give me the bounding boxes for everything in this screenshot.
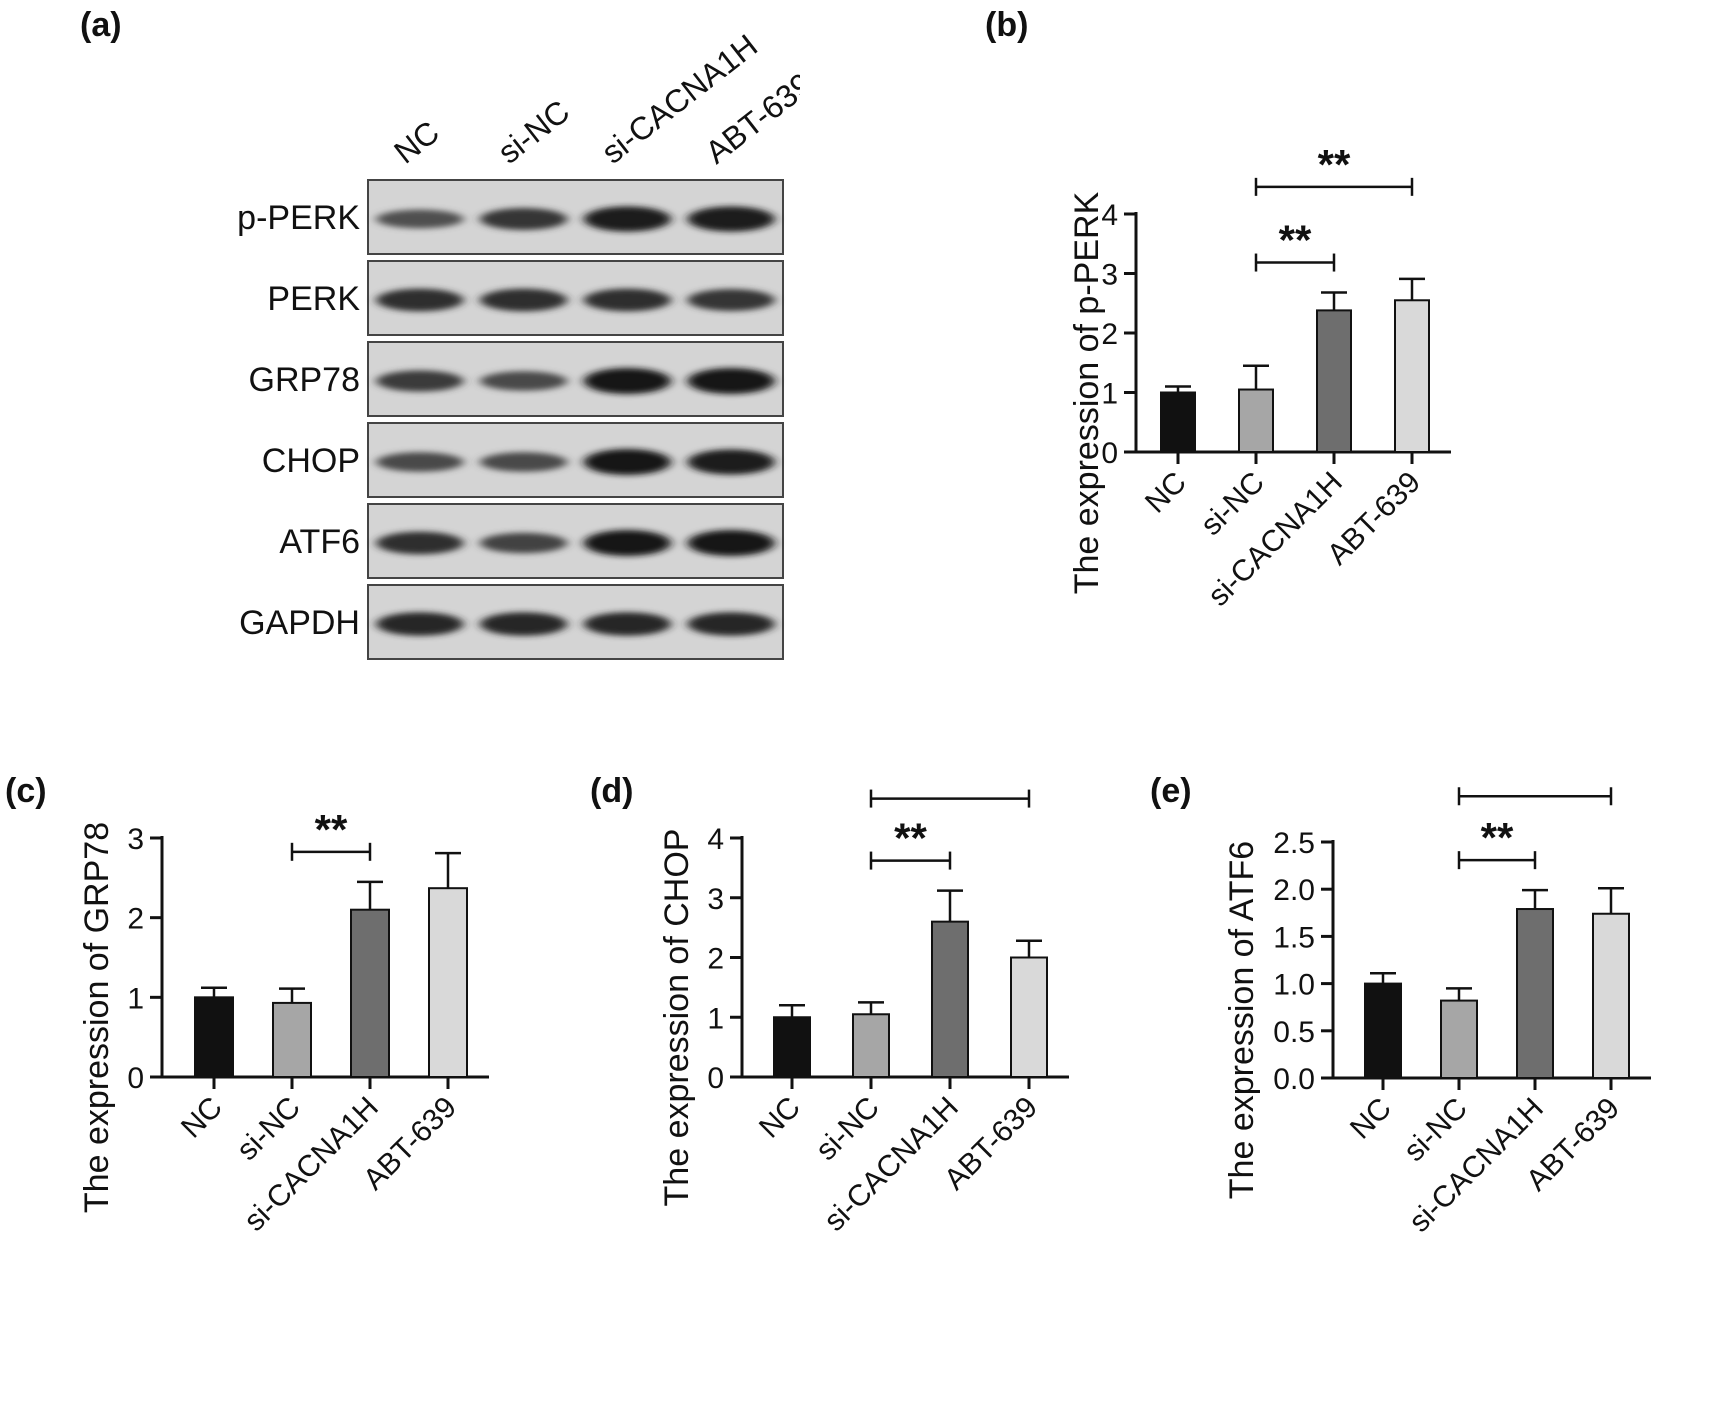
bar-si-cacna1h — [931, 920, 969, 1078]
x-tick-label: NC — [1344, 1092, 1398, 1146]
blot-band — [687, 530, 775, 556]
blot-band — [583, 530, 671, 556]
blot-band — [583, 288, 671, 312]
y-axis-label: The expression of CHOP — [658, 829, 696, 1207]
blot-row-label: PERK — [267, 280, 360, 318]
significance-label: ** — [1318, 150, 1351, 188]
bar-nc — [194, 996, 234, 1078]
blot-band — [376, 612, 464, 636]
panel-label-d: (d) — [590, 772, 634, 810]
y-axis-label: The expression of GRP78 — [78, 822, 116, 1213]
bar-nc — [1160, 391, 1196, 453]
significance-label: ** — [894, 815, 927, 862]
blot-band — [687, 206, 775, 232]
bar-si-cacna1h — [1316, 309, 1352, 453]
blot-row-label: CHOP — [262, 442, 360, 480]
significance-label: ** — [1279, 217, 1312, 264]
bar-si-nc — [852, 1013, 890, 1078]
blot-row-label: GAPDH — [239, 604, 360, 642]
blot-band — [480, 288, 568, 312]
x-tick-label: si-CACNA1H — [238, 1091, 385, 1238]
blot-band — [376, 370, 464, 392]
chart-atf6: The expression of ATF6 0.0 0.5 1.0 1.5 2.0 2.5… — [1223, 780, 1651, 1239]
y-tick-label: 1.5 — [1273, 921, 1315, 954]
blot-band — [687, 289, 775, 311]
significance-label: ** — [934, 780, 967, 800]
panel-label-b: (b) — [985, 6, 1029, 44]
blot-band — [376, 209, 464, 229]
western-blot: NC si-NC si-CACNA1HABT-639p-PERKPERKGRP78C… — [237, 27, 800, 660]
blot-band — [376, 531, 464, 555]
panel-label-c: (c) — [5, 772, 47, 810]
y-tick-label: 2 — [1101, 318, 1118, 351]
bar-si-nc — [272, 1001, 312, 1078]
significance-label: ** — [1481, 814, 1514, 861]
blot-band — [376, 452, 464, 472]
y-tick-label: 2.5 — [1273, 827, 1315, 860]
bar-si-nc — [1238, 388, 1274, 453]
y-tick-label: 0 — [1101, 437, 1118, 470]
panel-label-a: (a) — [80, 6, 122, 44]
y-tick-label: 4 — [1101, 199, 1118, 232]
bar-si-nc — [1440, 999, 1478, 1079]
y-tick-label: 3 — [707, 883, 724, 916]
blot-band — [687, 612, 775, 636]
y-tick-label: 2.0 — [1273, 874, 1315, 907]
bar-abt-639 — [1010, 956, 1048, 1078]
bar-si-cacna1h — [1516, 908, 1554, 1079]
y-tick-label: 0.5 — [1273, 1016, 1315, 1049]
y-tick-label: 1 — [707, 1002, 724, 1035]
bar-nc — [1364, 982, 1402, 1080]
y-tick-label: 0 — [127, 1062, 144, 1095]
x-tick-label: si-NC — [810, 1091, 886, 1167]
bar-abt-639 — [1394, 299, 1430, 453]
x-tick-label: NC — [753, 1091, 807, 1145]
y-tick-label: 3 — [127, 823, 144, 856]
blot-band — [687, 449, 775, 475]
blot-band — [480, 208, 568, 230]
blot-band — [687, 368, 775, 394]
bar-si-cacna1h — [350, 908, 390, 1078]
bar-nc — [773, 1016, 811, 1078]
blot-band — [583, 206, 671, 232]
y-tick-label: 4 — [707, 823, 724, 856]
significance-label: ** — [315, 806, 348, 853]
blot-lane-label: NC — [387, 114, 446, 171]
y-tick-label: 3 — [1101, 259, 1118, 292]
panel-label-e: (e) — [1150, 772, 1192, 810]
y-tick-label: 1.0 — [1273, 969, 1315, 1002]
blot-row-label: ATF6 — [279, 523, 360, 561]
blot-band — [480, 371, 568, 391]
bar-abt-639 — [428, 887, 468, 1078]
y-tick-label: 2 — [127, 903, 144, 936]
blot-row-label: p-PERK — [237, 199, 360, 237]
bar-abt-639 — [1592, 912, 1630, 1079]
blot-band — [583, 368, 671, 394]
x-tick-label: NC — [175, 1091, 229, 1145]
y-tick-label: 0 — [707, 1062, 724, 1095]
significance-label: ** — [1519, 780, 1552, 797]
y-tick-label: 1 — [1101, 378, 1118, 411]
blot-band — [480, 612, 568, 636]
blot-band — [480, 452, 568, 472]
y-axis-label: The expression of p-PERK — [1068, 191, 1106, 594]
blot-band — [583, 612, 671, 636]
blot-band — [480, 532, 568, 554]
x-tick-label: si-CACNA1H — [1202, 466, 1349, 613]
blot-band — [583, 449, 671, 475]
y-axis-label: The expression of ATF6 — [1223, 841, 1261, 1199]
blot-row-label: GRP78 — [249, 361, 361, 399]
y-tick-label: 2 — [707, 943, 724, 976]
y-tick-label: 0.0 — [1273, 1063, 1315, 1096]
blot-lane-label: si-NC — [491, 93, 576, 171]
x-tick-label: NC — [1139, 466, 1193, 520]
blot-band — [376, 288, 464, 312]
y-tick-label: 1 — [127, 982, 144, 1015]
